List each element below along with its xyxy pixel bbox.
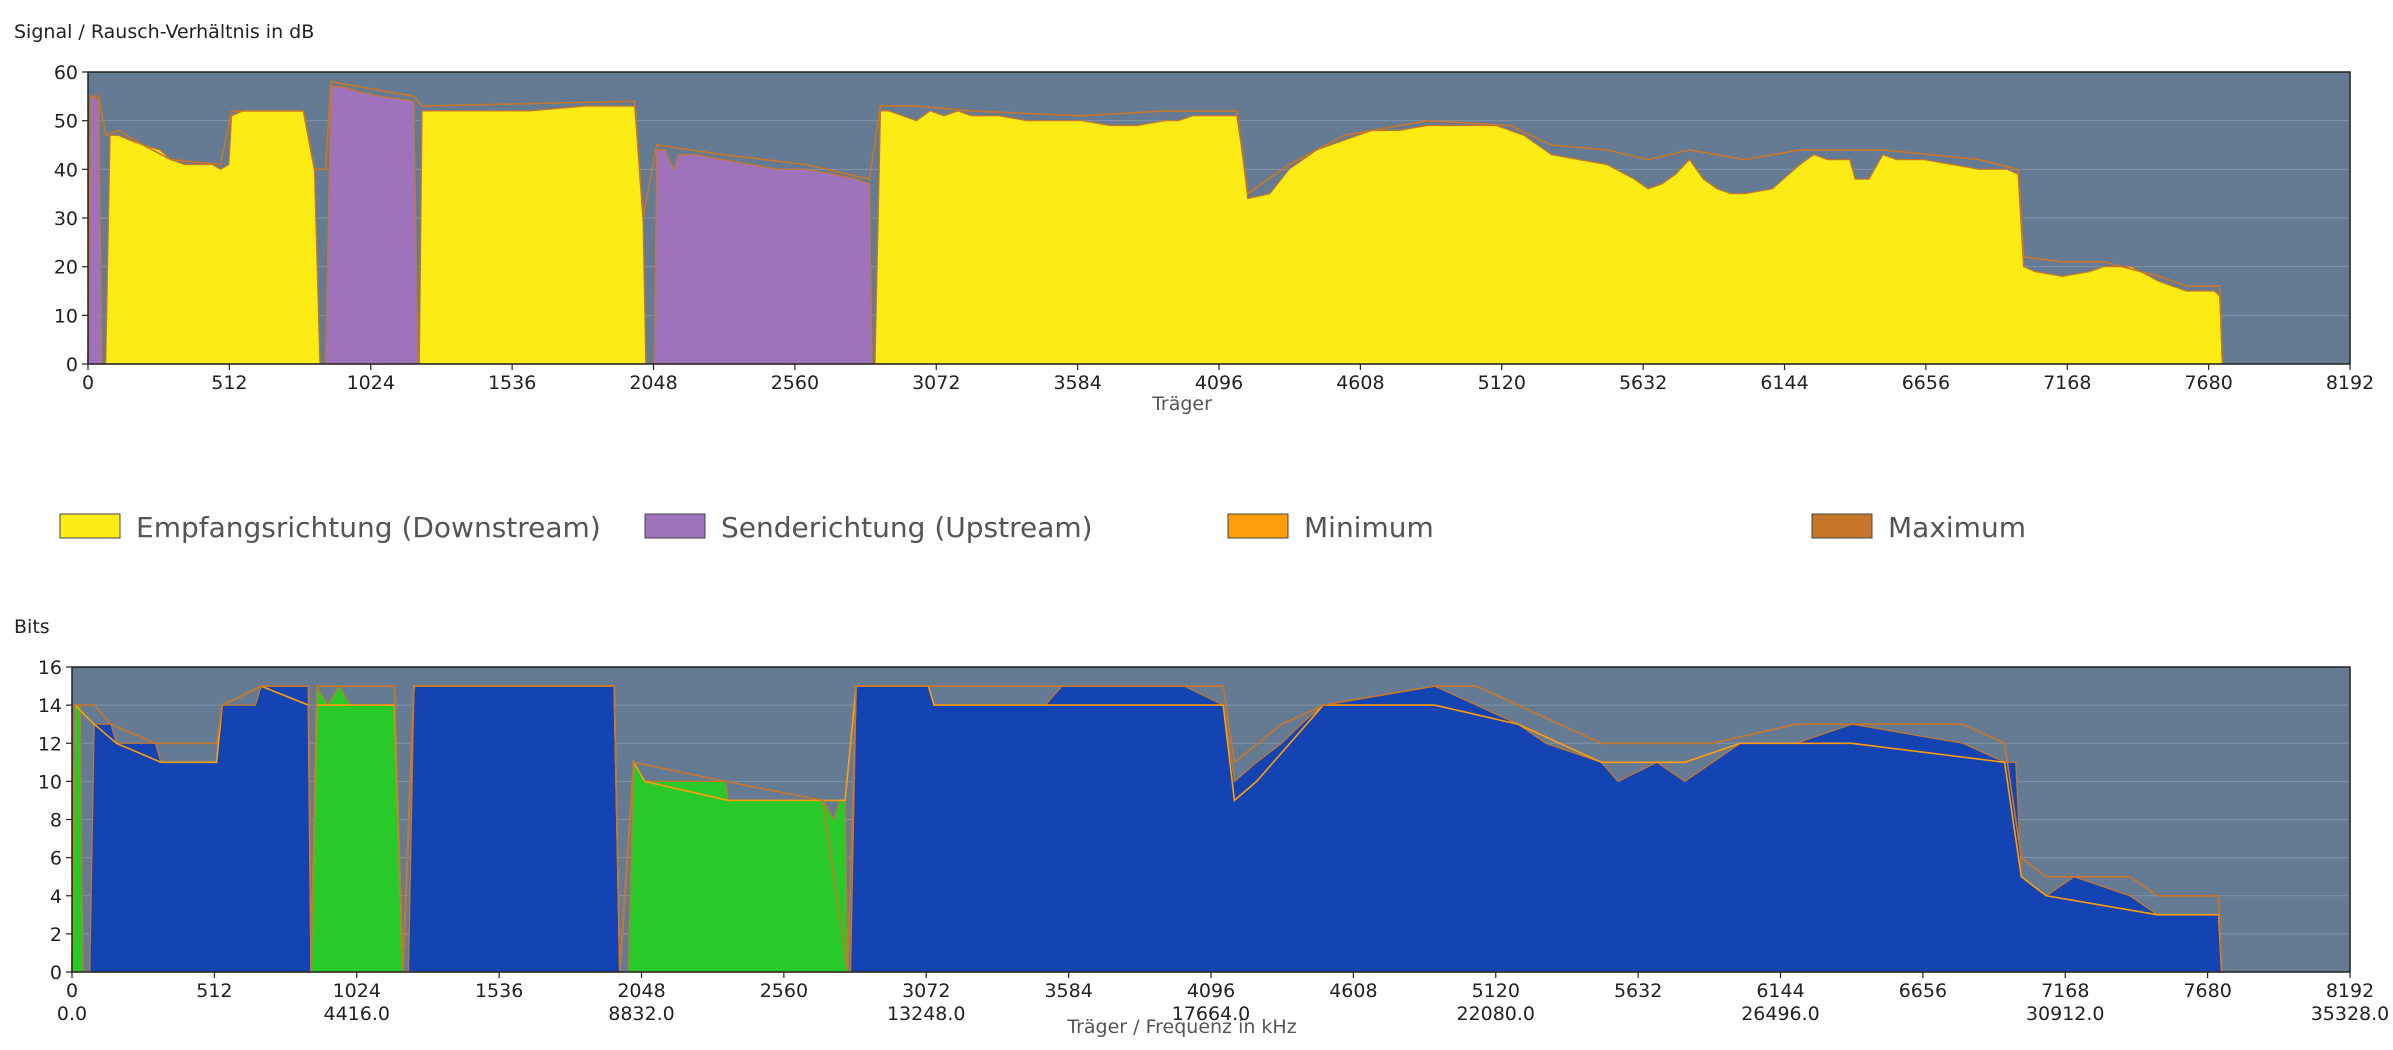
snr-y-tick-label: 0 bbox=[66, 354, 78, 376]
legend-items: Empfangsrichtung (Downstream) Senderichtu… bbox=[59, 511, 2026, 544]
bits-frequency-tick-label: 26496.0 bbox=[1741, 1003, 1820, 1025]
snr-x-tick-label: 5120 bbox=[1478, 372, 1526, 394]
bits-x-tick-label: 5632 bbox=[1614, 980, 1662, 1002]
legend-label: Maximum bbox=[1888, 511, 2026, 544]
snr-y-tick-label: 40 bbox=[54, 159, 78, 181]
legend-label: Senderichtung (Upstream) bbox=[721, 511, 1093, 544]
bits-x-tick-label: 4096 bbox=[1187, 980, 1235, 1002]
snr-x-tick-label: 1024 bbox=[347, 372, 395, 394]
bits-x-tick-label: 5120 bbox=[1472, 980, 1520, 1002]
bits-y-tick-label: 2 bbox=[50, 924, 62, 946]
snr-x-tick-label: 7168 bbox=[2043, 372, 2091, 394]
legend: Empfangsrichtung (Downstream) Senderichtu… bbox=[59, 511, 2026, 544]
bits-series bbox=[71, 666, 2351, 973]
legend-swatch bbox=[59, 513, 121, 539]
snr-series bbox=[87, 71, 2351, 365]
snr-x-tick-label: 3584 bbox=[1053, 372, 1101, 394]
bits-y-tick-label: 10 bbox=[38, 771, 62, 793]
snr-chart: Signal / Rausch-Verhältnis in dB 0 512 102… bbox=[14, 21, 2374, 415]
legend-label: Empfangsrichtung (Downstream) bbox=[136, 511, 601, 544]
snr-x-tick-label: 7680 bbox=[2184, 372, 2232, 394]
snr-line-maximum bbox=[87, 80, 2224, 365]
bits-x-tick-label: 512 bbox=[196, 980, 232, 1002]
snr-x-tick-label: 2048 bbox=[629, 372, 677, 394]
bits-area-downstream-1 bbox=[407, 685, 621, 973]
bits-x-tick-label: 6656 bbox=[1899, 980, 1947, 1002]
bits-chart: Bits 0 512 1024 1536 2048 2560 3072 3584 4096 460… bbox=[14, 616, 2389, 1038]
snr-area-upstream-2 bbox=[653, 149, 873, 365]
snr-x-tick-label: 8192 bbox=[2326, 372, 2374, 394]
bits-y-tick-label: 12 bbox=[38, 733, 62, 755]
bits-y-ticks: 0 2 4 6 8 10 12 14 16 bbox=[38, 657, 72, 984]
bits-x-tick-label: 8192 bbox=[2326, 980, 2374, 1002]
bits-x-tick-label: 1024 bbox=[333, 980, 381, 1002]
snr-x-ticks: 0 512 1024 1536 2048 2560 3072 3584 4096 4608 5120… bbox=[82, 364, 2374, 394]
bits-frequency-tick-label: 17664.0 bbox=[1172, 1003, 1251, 1025]
snr-x-tick-label: 0 bbox=[82, 372, 94, 394]
bits-x-tick-label: 7168 bbox=[2041, 980, 2089, 1002]
snr-x-axis-label: Träger bbox=[1151, 393, 1212, 415]
bits-frequency-ticks: 0.0 4416.0 8832.0 13248.0 17664.0 22080.0 2649… bbox=[57, 1003, 2389, 1025]
snr-x-tick-label: 2560 bbox=[771, 372, 819, 394]
snr-y-tick-label: 50 bbox=[54, 111, 78, 133]
bits-x-tick-label: 7680 bbox=[2183, 980, 2231, 1002]
snr-x-tick-label: 6656 bbox=[1902, 372, 1950, 394]
legend-swatch bbox=[644, 513, 706, 539]
snr-y-tick-label: 30 bbox=[54, 208, 78, 230]
bits-frequency-tick-label: 4416.0 bbox=[324, 1003, 390, 1025]
snr-area-upstream-1 bbox=[324, 85, 419, 365]
bits-y-tick-label: 6 bbox=[50, 848, 62, 870]
bits-frequency-tick-label: 30912.0 bbox=[2026, 1003, 2105, 1025]
bits-chart-title: Bits bbox=[14, 616, 50, 638]
bits-x-tick-label: 3072 bbox=[902, 980, 950, 1002]
bits-y-tick-label: 0 bbox=[50, 962, 62, 984]
bits-x-tick-label: 0 bbox=[66, 980, 78, 1002]
bits-x-tick-label: 2048 bbox=[617, 980, 665, 1002]
snr-x-tick-label: 5632 bbox=[1619, 372, 1667, 394]
snr-y-tick-label: 60 bbox=[54, 62, 78, 84]
legend-swatch bbox=[1227, 513, 1289, 539]
snr-x-tick-label: 3072 bbox=[912, 372, 960, 394]
bits-x-tick-label: 3584 bbox=[1044, 980, 1092, 1002]
bits-x-tick-label: 6144 bbox=[1756, 980, 1804, 1002]
bits-frequency-tick-label: 22080.0 bbox=[1456, 1003, 1535, 1025]
snr-x-tick-label: 1536 bbox=[488, 372, 536, 394]
bits-y-tick-label: 16 bbox=[38, 657, 62, 679]
bits-frequency-tick-label: 35328.0 bbox=[2311, 1003, 2390, 1025]
bits-area-upstream-1 bbox=[310, 683, 404, 973]
snr-chart-title: Signal / Rausch-Verhältnis in dB bbox=[14, 21, 314, 43]
bits-y-tick-label: 4 bbox=[50, 886, 62, 908]
snr-area-downstream-1 bbox=[418, 105, 647, 365]
snr-x-tick-label: 6144 bbox=[1760, 372, 1808, 394]
snr-x-tick-label: 4608 bbox=[1336, 372, 1384, 394]
bits-frequency-tick-label: 13248.0 bbox=[887, 1003, 966, 1025]
snr-y-tick-label: 20 bbox=[54, 257, 78, 279]
bits-x-axis-label: Träger / Frequenz in kHz bbox=[1066, 1016, 1296, 1038]
bits-x-ticks: 0 512 1024 1536 2048 2560 3072 3584 4096 4608 5120… bbox=[66, 972, 2374, 1002]
snr-x-tick-label: 4096 bbox=[1195, 372, 1243, 394]
bits-frequency-tick-label: 8832.0 bbox=[608, 1003, 674, 1025]
snr-x-tick-label: 512 bbox=[211, 372, 247, 394]
bits-x-tick-label: 1536 bbox=[475, 980, 523, 1002]
bits-line-maximum bbox=[71, 685, 2223, 973]
bits-x-tick-label: 2560 bbox=[760, 980, 808, 1002]
snr-y-tick-label: 10 bbox=[54, 305, 78, 327]
bits-y-tick-label: 14 bbox=[38, 695, 62, 717]
legend-swatch bbox=[1811, 513, 1873, 539]
bits-x-tick-label: 4608 bbox=[1329, 980, 1377, 1002]
legend-label: Minimum bbox=[1304, 511, 1434, 544]
snr-y-ticks: 0 10 20 30 40 50 60 bbox=[54, 62, 88, 376]
bits-frequency-tick-label: 0.0 bbox=[57, 1003, 87, 1025]
bits-y-tick-label: 8 bbox=[50, 810, 62, 832]
